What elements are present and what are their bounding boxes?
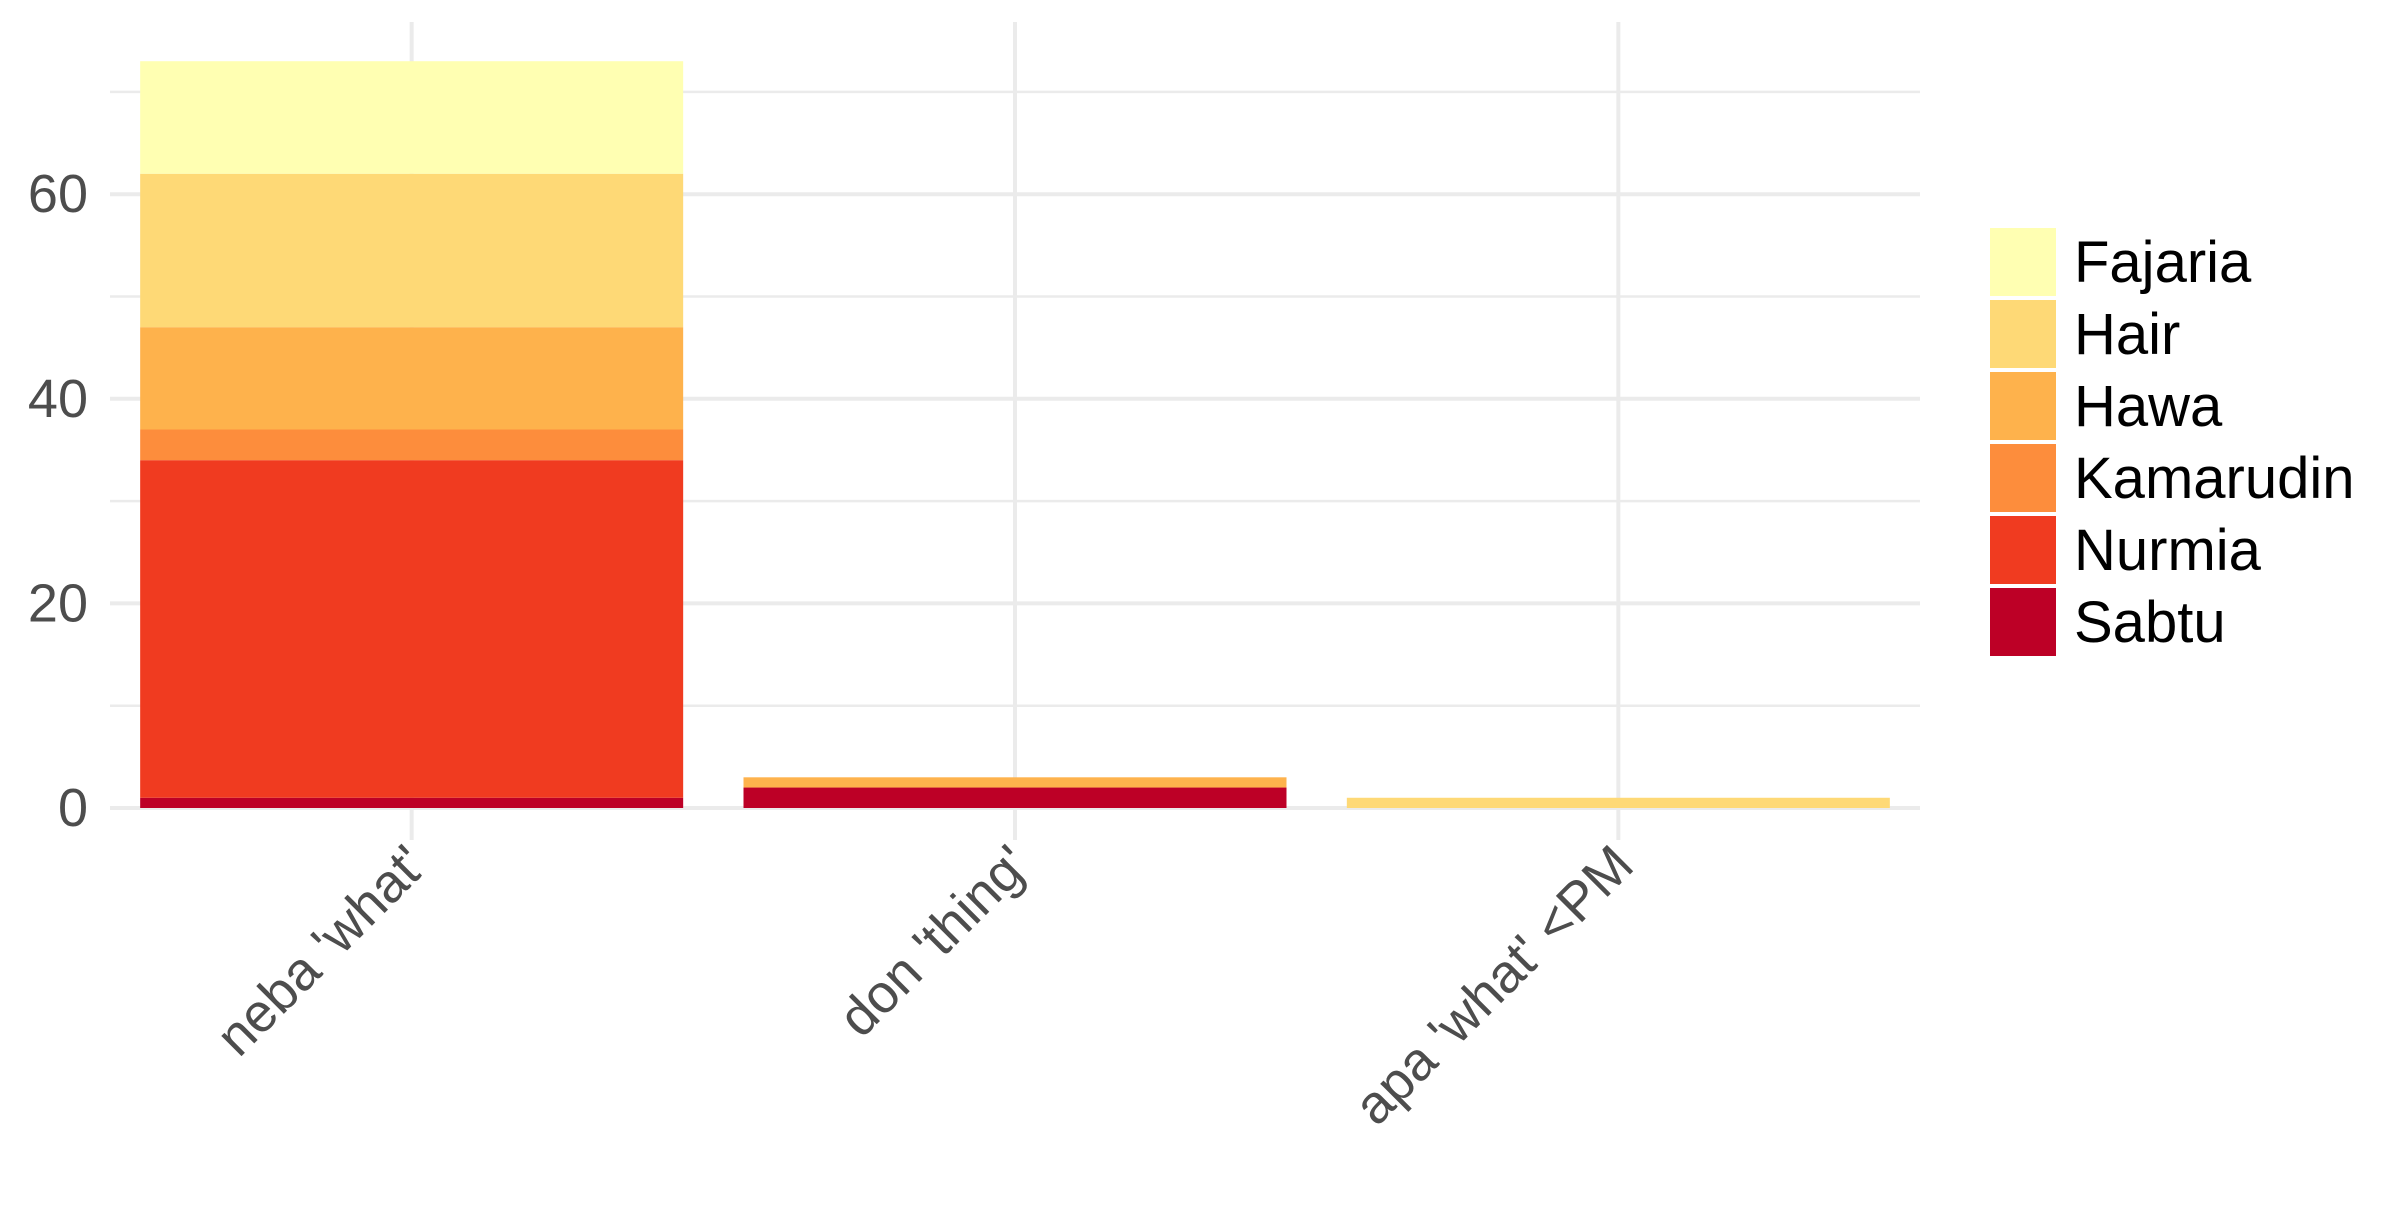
bar-segment-kamarudin — [140, 429, 684, 461]
bar-segment-hair — [140, 173, 684, 328]
x-tick-label: apa 'what' <PM — [1343, 834, 1645, 1136]
legend-label: Hawa — [2074, 374, 2223, 439]
bar-segment-fajaria — [140, 61, 684, 174]
y-tick-label: 20 — [28, 573, 88, 633]
bar-segment-nurmia — [140, 460, 684, 798]
y-tick-label: 0 — [58, 778, 88, 838]
legend-key-hawa — [1990, 372, 2056, 440]
legend-key-fajaria — [1990, 228, 2056, 296]
y-tick-label: 40 — [28, 369, 88, 429]
legend-key-hair — [1990, 300, 2056, 368]
bar-segment-hawa — [140, 327, 684, 430]
legend-key-nurmia — [1990, 516, 2056, 584]
x-tick-label: neba 'what' — [205, 834, 438, 1067]
bar-segment-sabtu — [743, 787, 1287, 808]
bar-segment-hair — [1346, 797, 1890, 808]
x-tick-label: don 'thing' — [827, 834, 1041, 1048]
legend-key-sabtu — [1990, 588, 2056, 656]
legend-label: Hair — [2074, 302, 2180, 367]
y-tick-label: 60 — [28, 164, 88, 224]
bar-segment-hawa — [743, 777, 1287, 788]
legend-label: Fajaria — [2074, 230, 2252, 295]
legend-key-kamarudin — [1990, 444, 2056, 512]
legend-label: Kamarudin — [2074, 446, 2354, 511]
legend-label: Nurmia — [2074, 518, 2262, 583]
bar-segment-sabtu — [140, 797, 684, 808]
bars — [140, 61, 1890, 808]
legend-label: Sabtu — [2074, 590, 2226, 655]
legend: Fajaria Hair Hawa Kamarudin Nurmia Sabtu — [1990, 228, 2354, 656]
